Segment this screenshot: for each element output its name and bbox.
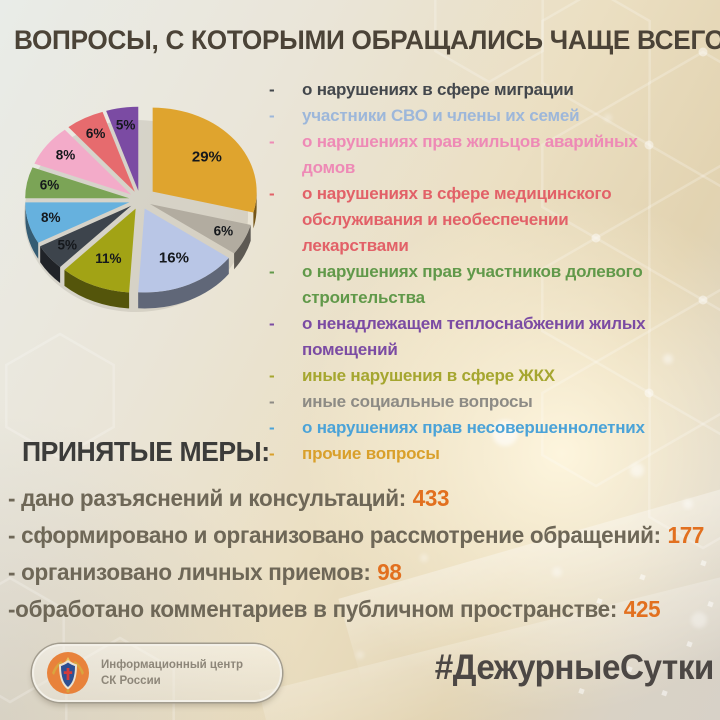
measure-receptions: - организовано личных приемов: 98 <box>8 554 688 591</box>
pie-slice-side <box>253 191 257 229</box>
pie-slice <box>138 208 229 293</box>
legend-item-medical: - о нарушениях в сфере медицинского обсл… <box>258 181 720 259</box>
measure-text: - сформировано и организовано рассмотрен… <box>8 522 661 548</box>
pie-slice-side <box>234 224 251 270</box>
pie-chart: 29% 6% 16% 11% 5% 8% 6% 8% 6% 5% <box>6 96 278 332</box>
pie-label: 8% <box>56 148 76 163</box>
pie-slice <box>25 202 130 243</box>
measures-section: ПРИНЯТЫЕ МЕРЫ: - дано разъяснений и конс… <box>8 436 720 628</box>
legend-item-utilities: - иные нарушения в сфере ЖКХ <box>258 363 720 389</box>
measure-text: - дано разъяснений и консультаций: <box>8 485 406 511</box>
legend-bullet: - <box>269 366 275 385</box>
legend-bullet: - <box>269 184 275 203</box>
pie-label: 5% <box>57 237 77 252</box>
pie-slice <box>149 203 251 254</box>
pie-label: 11% <box>95 251 121 266</box>
page-title: ВОПРОСЫ, С КОТОРЫМИ ОБРАЩАЛИСЬ ЧАЩЕ ВСЕГ… <box>14 25 720 55</box>
legend-label: о нарушениях прав жильцов аварийных домо… <box>302 132 638 177</box>
legend-item-migration: - о нарушениях в сфере миграции <box>258 77 720 103</box>
legend-label: о ненадлежащем теплоснабжении жилых поме… <box>302 314 646 359</box>
pie-slice-side <box>64 269 130 309</box>
measure-text: - организовано личных приемов: <box>8 559 371 585</box>
pie-chart-svg: 29% 6% 16% 11% 5% 8% 6% 8% 6% 5% <box>24 106 257 312</box>
pie-label: 29% <box>192 149 222 166</box>
pie-slice <box>152 107 257 213</box>
pie-label: 5% <box>116 118 136 133</box>
legend-label: участники СВО и члены их семей <box>302 106 580 125</box>
legend-bullet: - <box>269 392 275 411</box>
pie-slice <box>106 106 139 191</box>
measure-text: -обработано комментариев в публичном про… <box>8 596 618 622</box>
pie-slice <box>40 205 132 267</box>
pie-slice <box>25 167 130 199</box>
measure-value: 98 <box>377 559 402 585</box>
pie-slice-side <box>25 202 39 259</box>
legend-bullet: - <box>269 444 275 463</box>
hashtag: #ДежурныеСутки <box>434 648 715 687</box>
measure-appeals: - сформировано и организовано рассмотрен… <box>8 517 704 554</box>
legend-item-other: - прочие вопросы <box>258 441 720 467</box>
legend-label: иные нарушения в сфере ЖКХ <box>302 366 555 385</box>
measure-value: 433 <box>412 485 450 511</box>
legend-label: о нарушениях в сфере медицинского обслуж… <box>302 184 612 255</box>
measures-heading: ПРИНЯТЫЕ МЕРЫ: <box>22 436 270 467</box>
pie-slice <box>34 129 132 195</box>
pie-slice <box>68 111 135 192</box>
legend-label: прочие вопросы <box>302 444 440 463</box>
legend-item-social: - иные социальные вопросы <box>258 389 720 415</box>
legend-bullet: - <box>269 314 275 333</box>
legend-bullet: - <box>269 418 275 437</box>
pie-label: 6% <box>40 178 60 193</box>
legend-bullet: - <box>269 80 275 99</box>
agency-emblem-icon <box>47 652 89 694</box>
legend-item-svo: - участники СВО и члены их семей <box>258 103 720 129</box>
pie-label: 6% <box>86 126 106 141</box>
legend: - о нарушениях в сфере миграции - участн… <box>258 77 720 467</box>
pie-label: 6% <box>214 223 234 238</box>
measure-value: 177 <box>667 522 705 548</box>
legend-bullet: - <box>269 106 275 125</box>
measure-value: 425 <box>623 596 661 622</box>
legend-label: о нарушениях прав участников долевого ст… <box>302 262 643 307</box>
measure-consultations: - дано разъяснений и консультаций: 433 <box>8 480 688 517</box>
legend-bullet: - <box>269 262 275 281</box>
legend-label: о нарушениях в сфере миграции <box>302 80 574 99</box>
agency-logo-line1: Информационный центр <box>101 658 243 671</box>
legend-bullet: - <box>269 132 275 151</box>
legend-label: иные социальные вопросы <box>302 392 533 411</box>
legend-item-minors: - о нарушениях прав несовершеннолетних <box>258 415 720 441</box>
pie-slice-side <box>138 257 229 309</box>
legend-item-emergency-housing: - о нарушениях прав жильцов аварийных до… <box>258 129 720 181</box>
agency-logo-text: Информационный центр СК России <box>101 657 243 689</box>
measure-comments: -обработано комментариев в публичном про… <box>8 591 688 628</box>
agency-logo-line2: СК России <box>101 675 161 687</box>
legend-item-shared-construction: - о нарушениях прав участников долевого … <box>258 259 720 311</box>
agency-logo-badge: Информационный центр СК России <box>32 644 282 702</box>
legend-label: о нарушениях прав несовершеннолетних <box>302 418 645 437</box>
pie-slice <box>64 208 136 293</box>
pie-slice-side <box>40 246 61 283</box>
legend-item-heating: - о ненадлежащем теплоснабжении жилых по… <box>258 311 720 363</box>
pie-label: 16% <box>159 250 189 267</box>
pie-label: 8% <box>41 210 61 225</box>
